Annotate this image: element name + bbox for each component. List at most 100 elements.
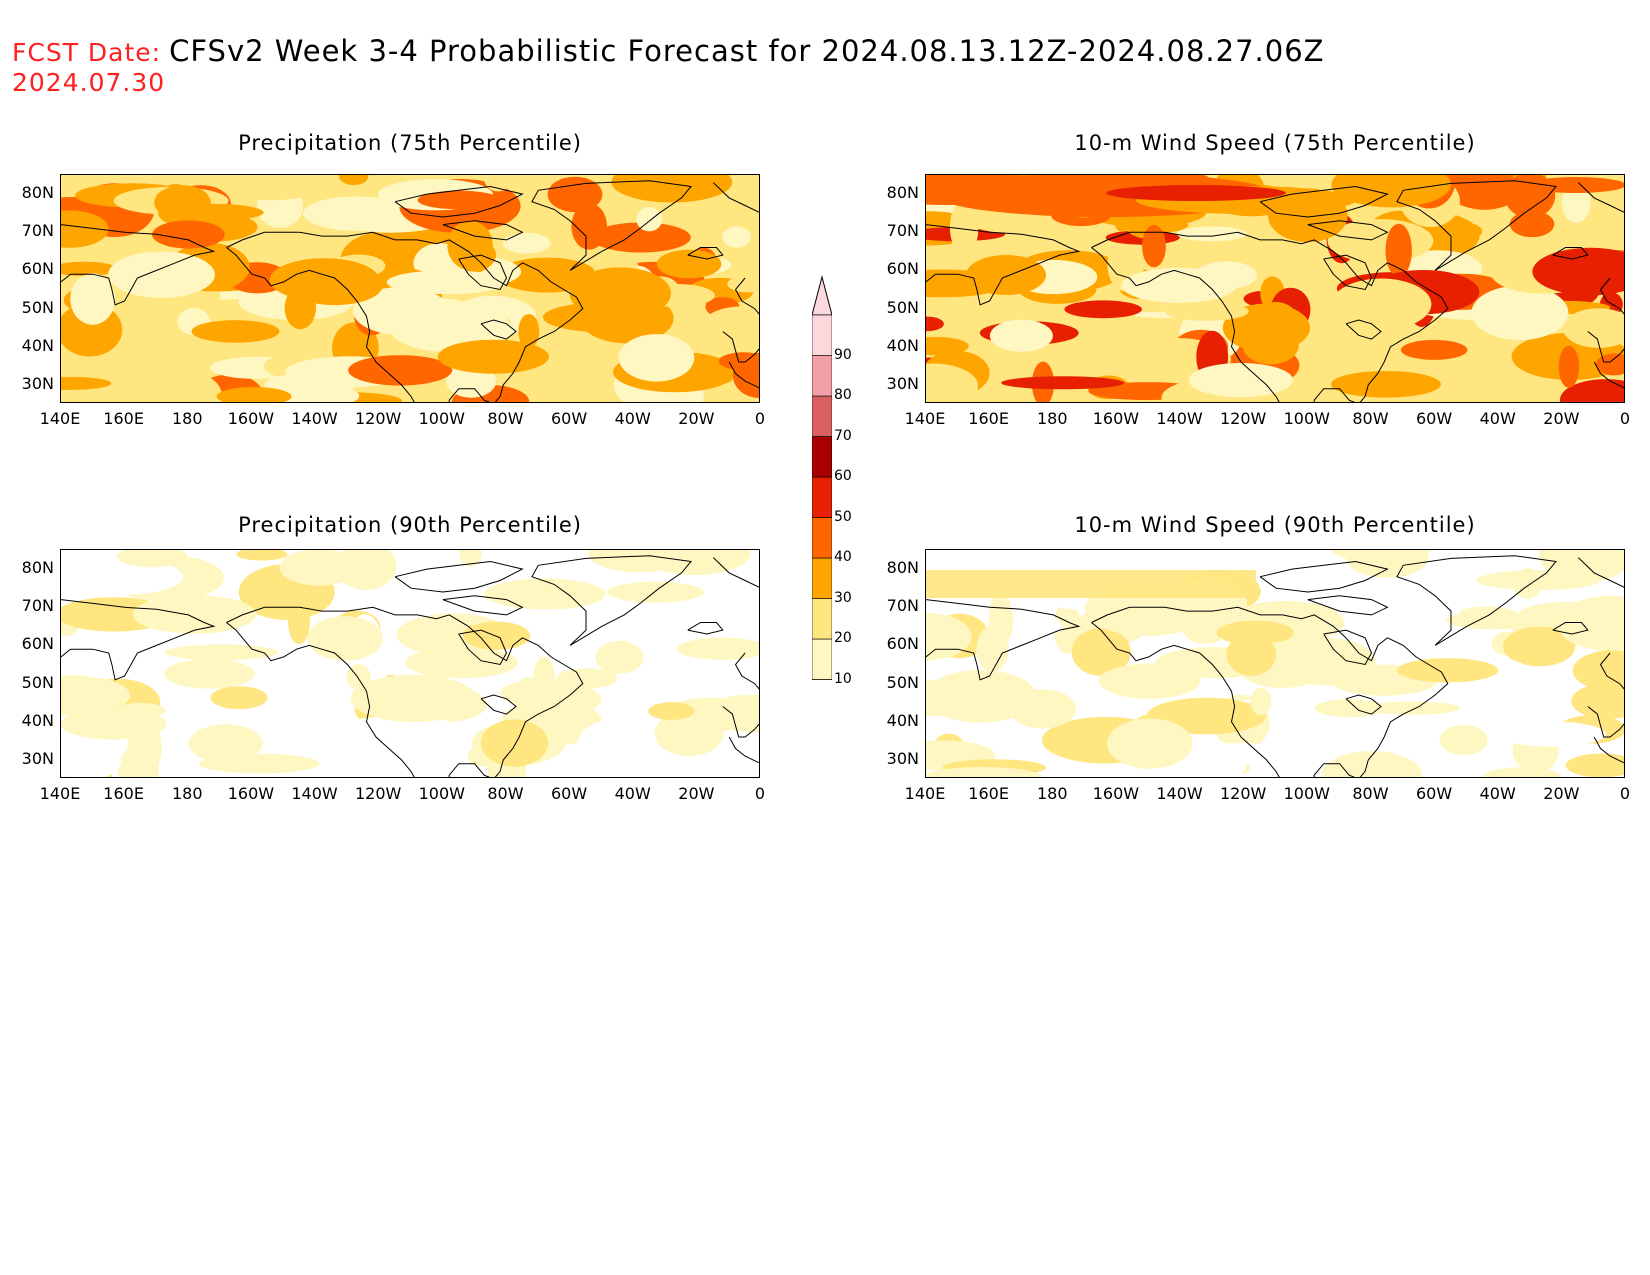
lon-label: 160W bbox=[1092, 784, 1140, 803]
lat-label: 70N bbox=[21, 596, 54, 616]
coastline bbox=[1345, 694, 1382, 715]
coastline bbox=[1593, 361, 1624, 389]
lat-label: 40N bbox=[886, 335, 919, 355]
field-blob bbox=[1562, 389, 1601, 402]
field-blob bbox=[926, 680, 985, 716]
lon-label: 140W bbox=[1156, 784, 1203, 803]
field-blob bbox=[483, 175, 513, 192]
field-blob bbox=[1331, 175, 1451, 208]
coastline bbox=[1587, 706, 1624, 738]
field-blob bbox=[1195, 261, 1258, 290]
lon-label: 160W bbox=[1092, 409, 1140, 428]
colorbar-swatch bbox=[812, 355, 832, 397]
lon-label: 120W bbox=[1219, 784, 1267, 803]
coastline bbox=[926, 599, 1081, 681]
field-blob bbox=[1064, 300, 1142, 319]
field-blob bbox=[386, 270, 508, 295]
field-blob bbox=[926, 767, 1043, 777]
field-blob bbox=[926, 612, 972, 661]
lat-label: 50N bbox=[21, 297, 54, 317]
coastline bbox=[728, 361, 759, 389]
field-blob bbox=[1442, 175, 1527, 210]
field-blob bbox=[611, 175, 733, 203]
lon-label: 60W bbox=[1415, 409, 1453, 428]
field-blob bbox=[926, 336, 969, 356]
field-blob bbox=[569, 267, 671, 320]
field-blob bbox=[1557, 595, 1624, 652]
field-blob bbox=[216, 175, 327, 201]
coastline bbox=[1323, 629, 1373, 666]
coastline bbox=[1091, 622, 1280, 777]
lat-label: 40N bbox=[21, 710, 54, 730]
colorbar-label: 80 bbox=[834, 387, 852, 403]
coastline bbox=[1396, 180, 1557, 271]
field-blob bbox=[1188, 363, 1294, 398]
field-blob bbox=[1565, 753, 1624, 777]
field-blob bbox=[437, 339, 549, 374]
lat-label: 70N bbox=[21, 221, 54, 241]
lon-label: 0 bbox=[1619, 409, 1631, 428]
panel-title-wind75: 10-m Wind Speed (75th Percentile) bbox=[1074, 131, 1476, 155]
field-blob bbox=[577, 719, 658, 769]
field-blob bbox=[132, 595, 257, 634]
coastline bbox=[687, 622, 724, 635]
lon-label: 20W bbox=[678, 784, 715, 803]
field-blob bbox=[1526, 177, 1624, 193]
field-blob bbox=[61, 675, 131, 716]
field-blob bbox=[350, 674, 477, 722]
field-blob bbox=[236, 550, 288, 561]
coastline bbox=[1091, 606, 1449, 777]
field-blob bbox=[989, 319, 1053, 352]
lon-label: 40W bbox=[614, 784, 651, 803]
colorbar-swatch bbox=[812, 598, 832, 640]
field-blob bbox=[339, 175, 369, 185]
field-blob bbox=[480, 719, 549, 767]
field-blob bbox=[1400, 339, 1468, 360]
coastline bbox=[442, 595, 524, 616]
colorbar-swatch bbox=[812, 314, 832, 356]
field-blob bbox=[654, 711, 724, 757]
coastline bbox=[728, 736, 759, 764]
colorbar-swatch bbox=[812, 557, 832, 599]
field-blob bbox=[1562, 308, 1624, 348]
lon-label: 180 bbox=[1036, 784, 1068, 803]
lat-label: 40N bbox=[21, 335, 54, 355]
lat-label: 80N bbox=[886, 183, 919, 203]
coastline bbox=[1599, 277, 1624, 315]
field-blob bbox=[591, 222, 691, 253]
field-blob bbox=[459, 550, 483, 567]
lat-label: 70N bbox=[886, 221, 919, 241]
panel-title-precip75: Precipitation (75th Percentile) bbox=[238, 131, 582, 155]
map-wind75 bbox=[925, 174, 1625, 403]
field-blob bbox=[1572, 650, 1624, 691]
field-blob bbox=[152, 220, 225, 249]
panel-title-precip90: Precipitation (90th Percentile) bbox=[238, 513, 582, 537]
field-blob bbox=[484, 578, 606, 610]
lat-label: 80N bbox=[21, 558, 54, 578]
lon-label: 100W bbox=[1283, 784, 1330, 803]
field-blob bbox=[727, 275, 759, 293]
lat-label: 30N bbox=[21, 373, 54, 393]
field-blob bbox=[648, 702, 695, 720]
field-blob bbox=[1106, 185, 1286, 201]
field-blob bbox=[191, 320, 280, 343]
panel-title-wind90: 10-m Wind Speed (90th Percentile) bbox=[1074, 513, 1476, 537]
field-blob bbox=[314, 729, 383, 761]
coastline bbox=[1345, 319, 1382, 340]
lon-label: 20W bbox=[1543, 409, 1580, 428]
coastline bbox=[1587, 331, 1624, 363]
coastline bbox=[1396, 555, 1557, 646]
field-blob bbox=[61, 376, 112, 390]
lat-label: 60N bbox=[21, 634, 54, 654]
field-blob bbox=[447, 220, 493, 271]
lon-label: 60W bbox=[550, 784, 588, 803]
lon-label: 100W bbox=[418, 784, 465, 803]
field-blob bbox=[1099, 663, 1201, 699]
lon-label: 120W bbox=[354, 409, 402, 428]
field-blob bbox=[1321, 751, 1423, 777]
lat-label: 80N bbox=[886, 558, 919, 578]
coastline bbox=[1323, 254, 1373, 291]
coastline bbox=[1593, 736, 1624, 764]
map-precip75 bbox=[60, 174, 760, 403]
field-blob bbox=[722, 226, 751, 248]
